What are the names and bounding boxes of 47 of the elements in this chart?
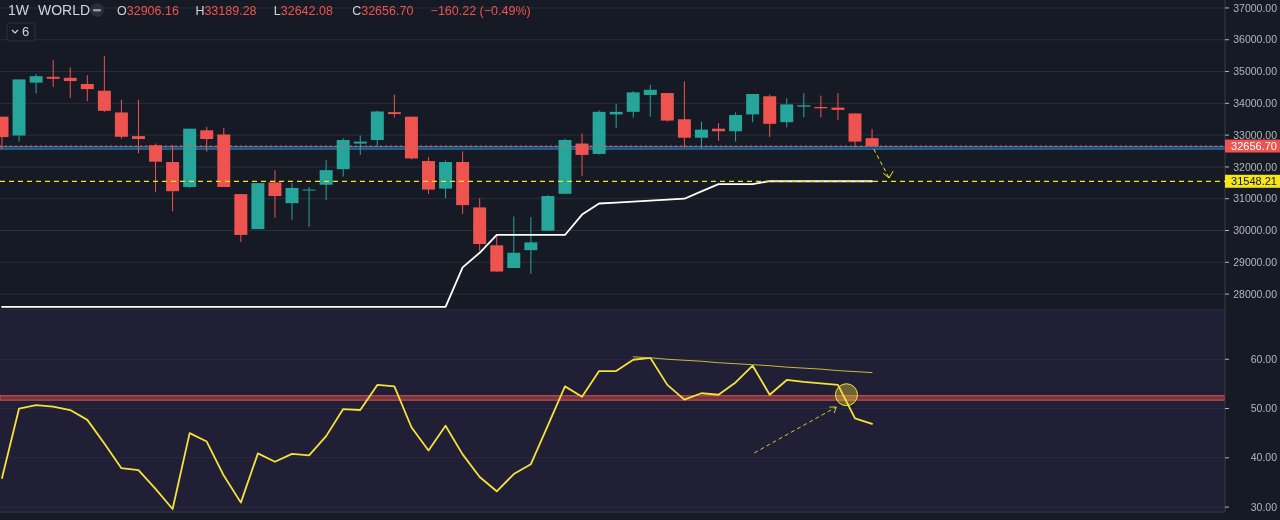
y-tick-label: 37000.00 xyxy=(1233,1,1278,14)
line-series xyxy=(1,356,873,510)
y-tick-label: 28000.00 xyxy=(1233,287,1278,300)
candlestick xyxy=(63,66,77,99)
ref-line-label: 32656.70 xyxy=(1231,139,1277,152)
candlestick xyxy=(524,216,538,275)
candlestick xyxy=(780,97,794,128)
candlestick xyxy=(46,59,60,88)
candlestick xyxy=(285,182,299,221)
annotation: 1W xyxy=(8,2,30,18)
candlestick xyxy=(29,73,43,94)
candlestick xyxy=(268,169,282,219)
y-tick-label: 36000.00 xyxy=(1233,33,1278,46)
candlestick xyxy=(626,90,640,119)
candlestick xyxy=(302,186,316,228)
candlestick xyxy=(797,92,811,118)
annotation: C32656.70 xyxy=(352,4,414,18)
line-series xyxy=(1,180,873,308)
y-tick-label: 60.00 xyxy=(1250,352,1278,365)
candlestick xyxy=(97,55,111,113)
y-tick-label: 40.00 xyxy=(1250,451,1278,464)
candlestick xyxy=(319,159,333,201)
candlestick xyxy=(507,215,521,269)
annotation: O32906.16 xyxy=(117,4,179,18)
annotation: 6 xyxy=(22,24,30,39)
candlestick xyxy=(694,121,708,149)
candlestick xyxy=(643,84,657,118)
y-tick-label: 29000.00 xyxy=(1233,255,1278,268)
candlestick xyxy=(80,74,94,102)
y-tick-label: 35000.00 xyxy=(1233,65,1278,78)
candlestick xyxy=(746,93,760,123)
ref-line-label: 31548.21 xyxy=(1231,175,1277,188)
y-tick-label: 50.00 xyxy=(1250,402,1278,415)
line-series xyxy=(632,356,873,374)
y-tick-label: 34000.00 xyxy=(1233,97,1278,110)
y-tick-label: 33000.00 xyxy=(1233,128,1278,141)
annotation: H33189.28 xyxy=(195,4,257,18)
y-tick-label: 30000.00 xyxy=(1233,224,1278,237)
annotation: L32642.08 xyxy=(273,4,333,18)
y-tick-label: 32000.00 xyxy=(1233,160,1278,173)
annotation: −160.22 (−0.49%) xyxy=(430,4,531,18)
candlestick xyxy=(387,94,401,118)
annotation: WORLD xyxy=(38,2,91,18)
candlestick xyxy=(353,134,367,156)
y-tick-label: 30.00 xyxy=(1250,500,1278,513)
y-tick-label: 31000.00 xyxy=(1233,192,1278,205)
candlestick xyxy=(729,111,743,143)
